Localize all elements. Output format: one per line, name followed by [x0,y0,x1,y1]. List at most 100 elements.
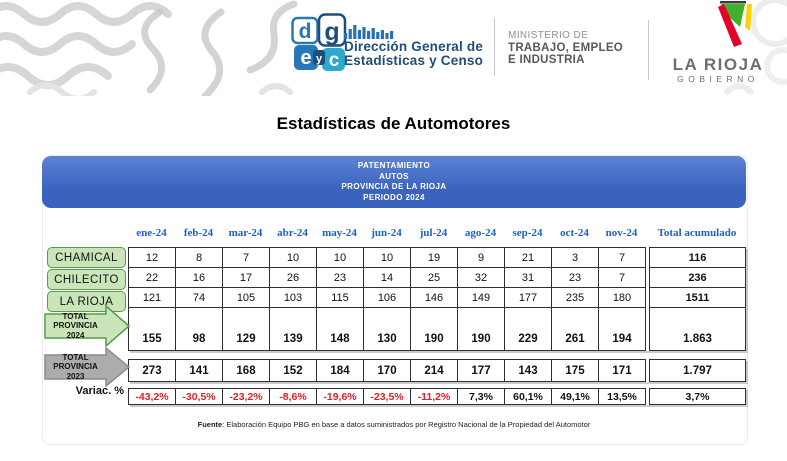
column-header: sep-24 [512,227,543,239]
table-cell: 235 [551,287,599,308]
label-total-2024-arrow: TOTAL PROVINCIA 2024 [44,305,130,347]
table-cell: 170 [363,359,411,382]
svg-text:g: g [324,18,339,46]
table-cell: 152 [269,359,317,382]
column-header: Total acumulado [657,227,737,239]
table-cell: 129 [222,307,270,351]
table-cell: 49,1% [551,388,599,405]
table-cell: 12 [128,247,176,268]
table-row-la-rioja: 121 74 105 103 115 106 146 149 177 235 180 1511 [128,287,746,308]
table-cell: 177 [457,359,505,382]
table-cell: 168 [222,359,270,382]
dgec-name-line1: Dirección General de [344,39,484,54]
table-cell: 7 [598,267,646,288]
table-cell: 16 [175,267,223,288]
table-cell: 141 [175,359,223,382]
table-cell: 273 [128,359,176,382]
svg-text:d: d [299,20,312,43]
total-2023-line1: TOTAL [62,352,89,362]
banner-line2: AUTOS [379,171,409,181]
table-cell: -23,2% [222,388,270,405]
content-card [42,155,748,445]
table-cell: 214 [410,359,458,382]
page-title: Estadísticas de Automotores [276,114,511,133]
ministry-text: MINISTERIO DE TRABAJO, EMPLEO E INDUSTRI… [508,30,623,66]
table-row-chamical: 12 8 7 10 10 10 19 9 21 3 7 116 [128,247,746,268]
ministry-line1: MINISTERIO DE [508,30,589,41]
column-header: abr-24 [277,227,308,239]
table-cell: 17 [222,267,270,288]
table-cell: 26 [269,267,317,288]
column-header: ene-24 [136,227,167,239]
table-cell: 146 [410,287,458,308]
table-cell: 236 [649,267,746,288]
table-cell: 105 [222,287,270,308]
fingerprint-pattern-decoration [0,0,298,96]
table-row-total-provincia-2024: 155 98 129 139 148 130 190 190 229 261 194 1.863 [128,307,746,351]
total-2024-line2: PROVINCIA 2024 [53,321,98,340]
table-cell: 10 [269,247,317,268]
right-arrow-icon [44,347,130,387]
table-cell: 7 [222,247,270,268]
table-cell: 7 [598,247,646,268]
table-cell: 116 [649,247,746,268]
table-row-chilecito: 22 16 17 26 23 14 25 32 31 23 7 236 [128,267,746,288]
table-cell: 60,1% [504,388,552,405]
table-cell: 3,7% [649,388,746,405]
column-header: jul-24 [419,227,448,239]
table-cell: 31 [504,267,552,288]
table-cell: 190 [457,307,505,351]
table-cell: 25 [410,267,458,288]
months-header: ene-24 feb-24 mar-24 abr-24 may-24 jun-24 jul-… [128,225,745,241]
table-cell: 184 [316,359,364,382]
label-chilecito: CHILECITO [47,269,126,290]
column-header: nov-24 [605,227,638,239]
table-cell: 190 [410,307,458,351]
table-cell: 22 [128,267,176,288]
la-rioja-gobierno-logo: LA RIOJA GOBIERNO [663,1,773,84]
la-rioja-mark-icon [718,1,752,47]
source-text: : Elaboración Equipo PBG en base a datos… [222,420,591,429]
column-header: oct-24 [560,227,589,239]
banner: PATENTAMIENTO AUTOS PROVINCIA DE LA RIOJ… [42,156,746,208]
column-header: jun-24 [371,227,402,239]
table-row-variacion: -43,2% -30,5% -23,2% -8,6% -19,6% -23,5% -11,2… [128,388,746,405]
table-cell: 9 [457,247,505,268]
table-cell: 121 [128,287,176,308]
table-cell: 74 [175,287,223,308]
table-cell: 194 [598,307,646,351]
total-2024-label-text: TOTAL PROVINCIA 2024 [44,305,107,347]
table-cell: -43,2% [128,388,176,405]
dgec-logo-text: Dirección General de Estadísticas y Cens… [344,40,483,68]
table-cell: 23 [316,267,364,288]
table-cell: 10 [363,247,411,268]
table-cell: -11,2% [410,388,458,405]
dgec-logo-icon: d g e c y [291,13,347,71]
dgec-name-line2: Estadísticas y Censo [344,53,484,68]
right-pattern-decoration [724,0,787,95]
table-cell: 10 [316,247,364,268]
table-cell: 261 [551,307,599,351]
table-cell: 21 [504,247,552,268]
table-cell: 13,5% [598,388,646,405]
table-cell: 115 [316,287,364,308]
total-2023-label-text: TOTAL PROVINCIA 2023 [44,347,107,387]
table-cell: 143 [504,359,552,382]
page-header: d g e c y Dirección General de Estadísti… [0,0,787,96]
table-cell: 106 [363,287,411,308]
table-cell: 149 [457,287,505,308]
table-cell: 14 [363,267,411,288]
label-total-2023-arrow: TOTAL PROVINCIA 2023 [44,347,130,387]
table-cell: 103 [269,287,317,308]
right-arrow-icon [44,305,130,347]
table-cell: 7,3% [457,388,505,405]
header-divider [494,18,495,76]
gobierno-subtitle: GOBIERNO [677,74,759,84]
table-group: 273 141 168 152 184 170 214 177 143 175 171 1.797 [128,359,746,382]
source-label: Fuente [197,420,223,429]
table-cell: 171 [598,359,646,382]
table-cell: 177 [504,287,552,308]
table-cell: -23,5% [363,388,411,405]
banner-line3: PROVINCIA DE LA RIOJA [341,182,447,191]
